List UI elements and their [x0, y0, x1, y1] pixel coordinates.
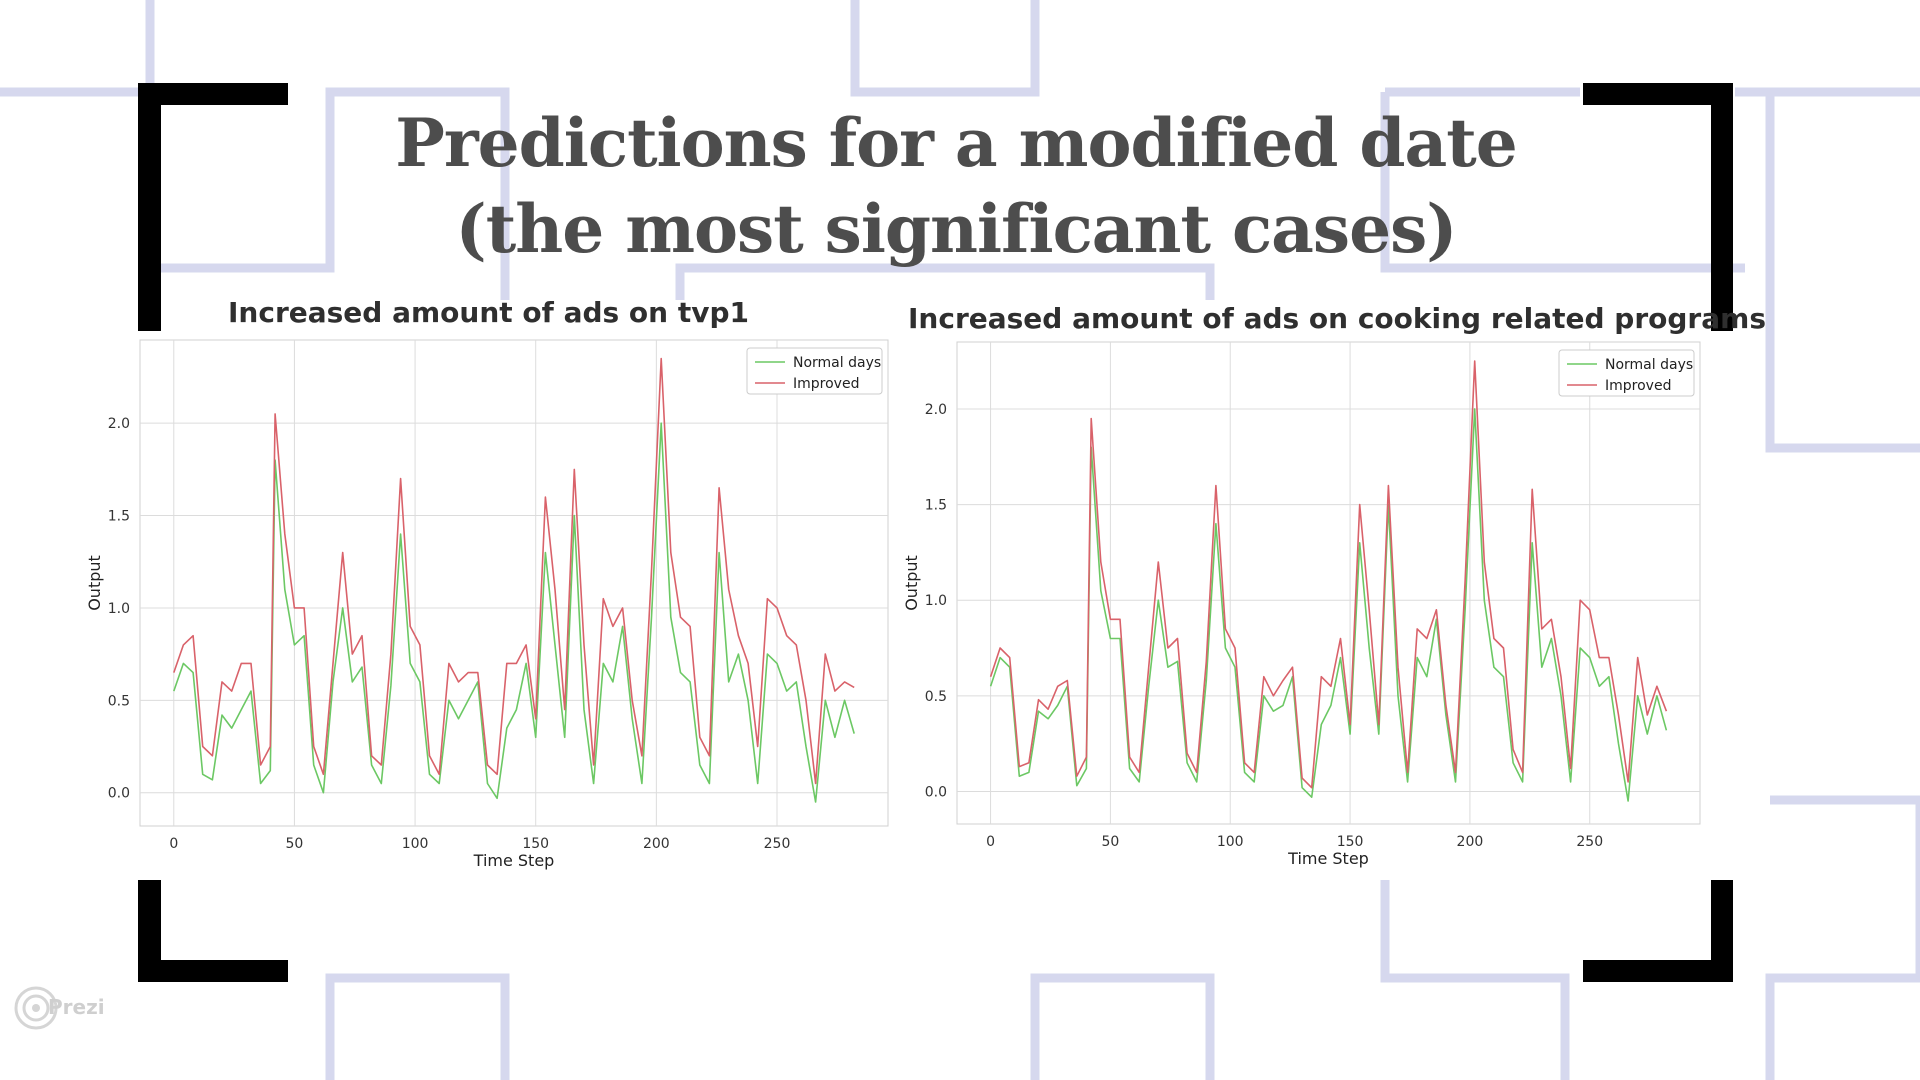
- y-tick-label: 1.5: [108, 509, 130, 525]
- x-axis-label: Time Step: [473, 851, 555, 870]
- y-tick-label: 0.0: [108, 786, 130, 802]
- x-tick-label: 0: [169, 836, 178, 852]
- x-tick-label: 150: [1337, 834, 1364, 850]
- x-tick-label: 200: [643, 836, 670, 852]
- x-tick-label: 50: [286, 836, 304, 852]
- legend-entry: Normal days: [793, 355, 881, 371]
- y-axis-label: Output: [85, 555, 104, 611]
- x-axis-label: Time Step: [1287, 849, 1369, 868]
- series-line-improved: [173, 357, 855, 785]
- series-line-normal-days: [173, 422, 855, 803]
- x-tick-label: 0: [986, 834, 995, 850]
- x-tick-label: 200: [1457, 834, 1484, 850]
- y-tick-label: 1.0: [925, 593, 947, 609]
- slide-title-line-2: (the most significant cases): [455, 190, 1458, 268]
- plot-area: [956, 341, 1701, 825]
- y-tick-label: 2.0: [925, 402, 947, 418]
- chart-tvp1: 0 50 100 150 200 250 0.0 0.5 1.0 1.5 2.0 Time Step O…: [85, 339, 889, 870]
- prezi-logo-icon: [14, 986, 58, 1030]
- y-tick-label: 2.0: [108, 416, 130, 432]
- chart-cooking: 0 50 100 150 200 250 0.0 0.5 1.0 1.5 2.0 Time Step O…: [902, 341, 1701, 868]
- slide-title-line-1: Predictions for a modified date: [395, 104, 1517, 182]
- legend-entry: Improved: [793, 376, 859, 392]
- x-tick-label: 100: [1217, 834, 1244, 850]
- y-axis-label: Output: [902, 555, 921, 611]
- chart-title-cooking: Increased amount of ads on cooking relat…: [908, 302, 1766, 335]
- y-tick-label: 0.5: [925, 689, 947, 705]
- legend-entry: Improved: [1605, 378, 1671, 394]
- series-line-improved: [989, 360, 1668, 789]
- plot-area: [139, 339, 889, 827]
- chart-title-tvp1: Increased amount of ads on tvp1: [228, 296, 749, 329]
- x-tick-label: 50: [1101, 834, 1119, 850]
- x-tick-label: 250: [764, 836, 791, 852]
- legend-entry: Normal days: [1605, 357, 1693, 373]
- x-tick-label: 100: [402, 836, 429, 852]
- x-tick-label: 250: [1576, 834, 1603, 850]
- y-tick-label: 0.5: [108, 693, 130, 709]
- y-tick-label: 0.0: [925, 784, 947, 800]
- prezi-watermark: Prezi: [48, 995, 105, 1019]
- y-tick-label: 1.5: [925, 498, 947, 514]
- x-tick-label: 150: [522, 836, 549, 852]
- series-line-normal-days: [989, 408, 1668, 802]
- y-tick-label: 1.0: [108, 601, 130, 617]
